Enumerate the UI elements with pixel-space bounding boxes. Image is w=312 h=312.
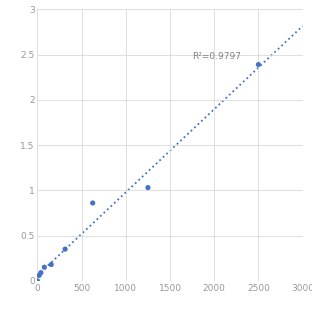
Point [38,270,43,275]
Point [49,262,54,267]
Point [42,265,47,270]
Point [145,185,150,190]
Point [37,273,42,278]
Point [35,278,40,283]
Text: R²=0.9797: R²=0.9797 [192,52,241,61]
Point [90,201,95,206]
Point [256,62,261,67]
Point [63,246,68,251]
